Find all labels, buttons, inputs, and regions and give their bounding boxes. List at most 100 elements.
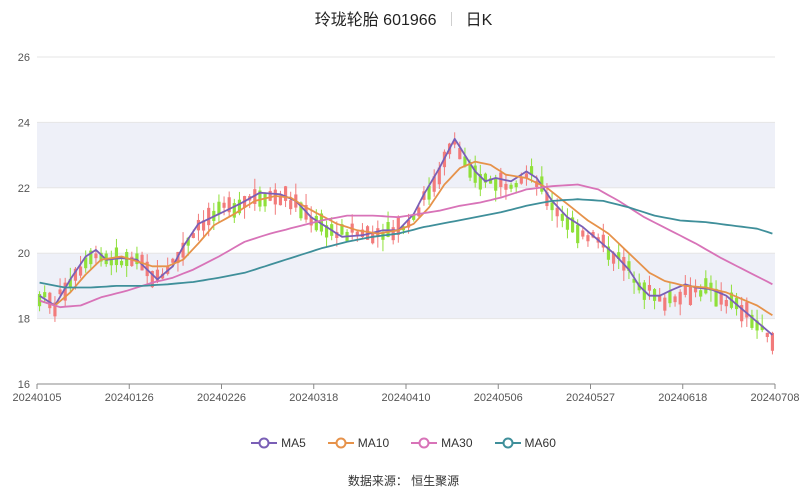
candle-body (283, 186, 288, 201)
ma60-legend-icon (494, 437, 521, 449)
x-tick-label: 20240618 (658, 392, 707, 404)
ma5-legend-icon (251, 437, 278, 449)
candle (463, 147, 467, 168)
candle-body (704, 278, 708, 294)
period-label: 日K (465, 12, 493, 29)
candle (196, 213, 201, 241)
candle-body (555, 207, 559, 217)
candle (740, 296, 744, 328)
candle-body (550, 202, 554, 211)
y-axis-ticks: 16 18 20 22 24 26 (18, 52, 30, 391)
legend-item-ma60[interactable]: MA60 (494, 436, 556, 450)
candle-body (155, 269, 160, 282)
candle (278, 190, 283, 206)
x-tick-label: 20240226 (197, 392, 246, 404)
candle-body (483, 173, 488, 183)
x-tick-label: 20240708 (751, 392, 800, 404)
candle-body (473, 165, 477, 183)
candle (458, 141, 462, 160)
candle-body (437, 167, 441, 185)
candle-body (688, 286, 693, 306)
candle-body (683, 285, 687, 295)
candle-body (514, 183, 518, 188)
candle-body (150, 270, 154, 288)
legend-item-ma30[interactable]: MA30 (411, 436, 473, 450)
candle (529, 158, 534, 183)
candle (201, 210, 206, 239)
candle-body (273, 189, 277, 205)
candle-body (463, 156, 467, 167)
x-tick-label: 20240527 (566, 392, 615, 404)
candle-body (78, 266, 83, 276)
candle-body (606, 246, 611, 260)
candle-body (371, 232, 375, 244)
candle-body (699, 290, 703, 297)
candle (601, 223, 605, 253)
candle-body (289, 200, 293, 210)
candle-body (494, 177, 498, 191)
legend-label-ma30: MA30 (441, 436, 473, 450)
candle-body (714, 288, 718, 307)
candle (755, 309, 759, 339)
candle-body (545, 192, 549, 207)
y-tick-label: 20 (18, 248, 30, 260)
candle-body (565, 217, 570, 230)
candle-body (427, 185, 431, 200)
candle (432, 169, 436, 197)
candle-body (268, 190, 272, 201)
y-tick-label: 26 (18, 52, 30, 64)
legend-item-ma5[interactable]: MA5 (251, 436, 306, 450)
candle (719, 282, 723, 312)
candle-body (468, 161, 472, 178)
candle (289, 191, 293, 215)
candle-body (278, 195, 283, 206)
candle-body (340, 224, 344, 235)
candle-body (488, 178, 493, 184)
moving-average-lines (39, 137, 773, 336)
legend-label-ma5: MA5 (281, 436, 306, 450)
candle-body (765, 332, 769, 337)
candle-body (524, 173, 529, 178)
candle-body (668, 291, 672, 304)
line-ma10 (39, 160, 773, 317)
gridlines (37, 56, 775, 320)
candle-body (770, 332, 775, 351)
candle (688, 277, 693, 306)
y-tick-label: 24 (18, 117, 30, 129)
candle-body (724, 299, 728, 307)
candle (678, 289, 682, 316)
candle-body (237, 199, 242, 214)
candle-body (201, 220, 206, 231)
candle-body (181, 242, 185, 258)
candle (514, 180, 518, 194)
candle-body (309, 216, 313, 226)
x-tick-label: 20240410 (382, 392, 431, 404)
candle (84, 250, 88, 273)
candle (565, 208, 570, 239)
candle-body (740, 304, 744, 322)
candle-body (658, 295, 662, 302)
candle (345, 229, 349, 242)
plot-band (37, 253, 775, 319)
candle (724, 296, 728, 314)
candle-body (207, 207, 211, 226)
candle-body (396, 217, 400, 235)
candle (371, 225, 375, 245)
candle-body (227, 197, 231, 213)
x-tick-label: 20240318 (289, 392, 338, 404)
candle-body (186, 237, 190, 246)
candle (560, 205, 564, 228)
candle (135, 246, 139, 270)
legend-item-ma10[interactable]: MA10 (327, 436, 389, 450)
candle-body (130, 256, 134, 266)
candle (668, 282, 672, 308)
candle (550, 191, 554, 221)
candle-body (453, 140, 457, 145)
candle-body (627, 261, 631, 271)
candle-body (99, 252, 103, 262)
candle-body (693, 286, 698, 293)
candle (263, 192, 267, 212)
candle (248, 194, 252, 209)
candle-body (355, 231, 359, 237)
